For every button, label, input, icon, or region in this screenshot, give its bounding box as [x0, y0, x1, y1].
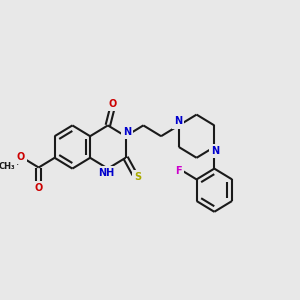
Text: F: F [176, 166, 182, 176]
Text: O: O [17, 152, 25, 162]
Text: O: O [34, 183, 43, 193]
Text: O: O [108, 99, 116, 109]
Text: CH₃: CH₃ [0, 162, 15, 171]
Text: S: S [134, 172, 141, 182]
Text: N: N [211, 146, 219, 156]
Text: N: N [123, 127, 131, 137]
Text: NH: NH [98, 168, 115, 178]
Text: N: N [174, 116, 182, 127]
